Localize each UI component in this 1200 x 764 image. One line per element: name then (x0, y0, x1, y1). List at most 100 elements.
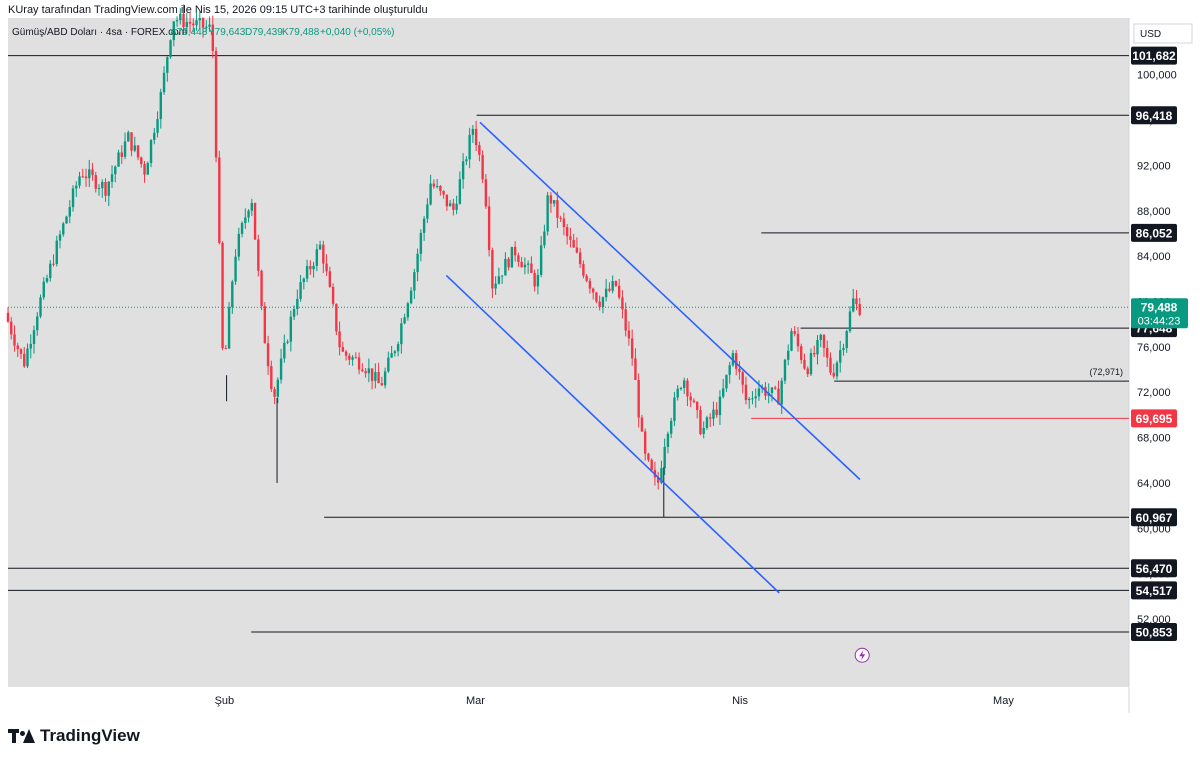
candle-body (725, 374, 728, 389)
y-axis: 52,00056,00060,00064,00068,00072,00076,0… (1137, 70, 1177, 626)
level-price-tag (1131, 559, 1177, 578)
candle-body (702, 427, 705, 435)
candle-body (432, 183, 436, 187)
candle-body (679, 387, 683, 389)
candle-body (643, 431, 647, 454)
candle-body (224, 348, 228, 350)
channel-line[interactable] (445, 274, 780, 594)
candle-body (738, 368, 741, 373)
candle-body (523, 264, 527, 268)
candle-body (188, 22, 192, 24)
legend-close: K79,488 (282, 27, 320, 38)
candle-body (179, 13, 182, 21)
candle-body (770, 387, 774, 393)
legend-high: Y79,643 (208, 27, 246, 38)
currency-box[interactable] (1133, 23, 1193, 44)
candle-body (819, 334, 822, 340)
annotation-icons (854, 647, 870, 663)
legend-open: A79,448 (170, 27, 208, 38)
candle-body (107, 181, 110, 196)
channel-line[interactable] (479, 121, 861, 481)
candle-body (315, 249, 319, 266)
candle-body (201, 17, 205, 28)
candle-body (370, 368, 374, 381)
candle-body (367, 368, 371, 374)
x-tick-label: Şub (215, 695, 235, 707)
candle-body (624, 309, 627, 331)
candle-body (848, 311, 852, 332)
candle-body (572, 239, 575, 248)
candle-body (156, 119, 159, 133)
level-inline-label: (72,971) (1089, 367, 1123, 377)
horizontal-levels: (72,971) (8, 55, 1129, 633)
candle-body (748, 398, 751, 401)
candle-body (754, 396, 757, 399)
candle-body (354, 357, 358, 359)
candle-body (442, 190, 445, 195)
candle-body (195, 20, 198, 26)
level-price-text: 69,695 (1136, 412, 1173, 426)
candle-body (39, 297, 42, 317)
candle-body (130, 132, 133, 151)
candle-body (52, 263, 55, 265)
tradingview-logo[interactable]: TradingView (8, 726, 140, 746)
candle-body (494, 283, 497, 289)
y-tick-label: 88,000 (1137, 206, 1171, 218)
candle-body (221, 242, 224, 349)
candle-body (813, 353, 816, 355)
candle-body (65, 216, 68, 224)
tradingview-brand-text: TradingView (40, 726, 140, 745)
candle-body (757, 388, 761, 397)
y-tick-label: 52,000 (1137, 614, 1171, 626)
candle-body (546, 195, 549, 232)
candle-body (588, 280, 592, 289)
candle-body (728, 365, 731, 375)
candle-body (468, 134, 471, 160)
candle-body (507, 258, 510, 268)
candle-body (793, 331, 796, 334)
candle-body (445, 194, 449, 207)
candle-body (517, 255, 520, 262)
candle-body (650, 459, 653, 470)
candle-body (133, 145, 136, 151)
candle-body (153, 132, 156, 141)
candle-body (721, 388, 725, 397)
candle-body (338, 331, 341, 348)
candle-body (270, 366, 273, 390)
candle-body (140, 157, 143, 165)
candle-body (328, 271, 332, 287)
level-price-text: 54,517 (1136, 584, 1173, 598)
candle-body (712, 409, 715, 419)
x-tick-label: Nis (732, 695, 748, 707)
candle-body (637, 379, 640, 418)
candle-body (669, 420, 673, 434)
candle-body (78, 176, 81, 186)
candle-body (169, 40, 172, 58)
candle-body (536, 274, 540, 287)
candle-body (325, 263, 328, 272)
last-price-tag (1131, 298, 1188, 329)
candle-body (673, 397, 676, 421)
candle-body (13, 334, 16, 346)
candle-body (663, 446, 666, 469)
legend-low: D79,439 (245, 27, 283, 38)
level-price-text: 101,682 (1132, 49, 1176, 63)
candle-body (601, 297, 605, 308)
candle-body (552, 200, 556, 204)
candle-body (689, 396, 692, 401)
candle-body (780, 380, 783, 405)
candle-body (549, 195, 553, 204)
candle-body (578, 252, 582, 265)
candle-body (614, 281, 618, 286)
candle-body (708, 417, 712, 419)
candle-body (715, 409, 718, 416)
candle-body (826, 347, 829, 358)
candle-body (806, 368, 809, 375)
candle-body (500, 275, 504, 277)
level-price-text: 96,418 (1136, 109, 1173, 123)
candle-body (250, 202, 254, 211)
candle-body (390, 353, 393, 358)
candle-body (123, 141, 127, 157)
